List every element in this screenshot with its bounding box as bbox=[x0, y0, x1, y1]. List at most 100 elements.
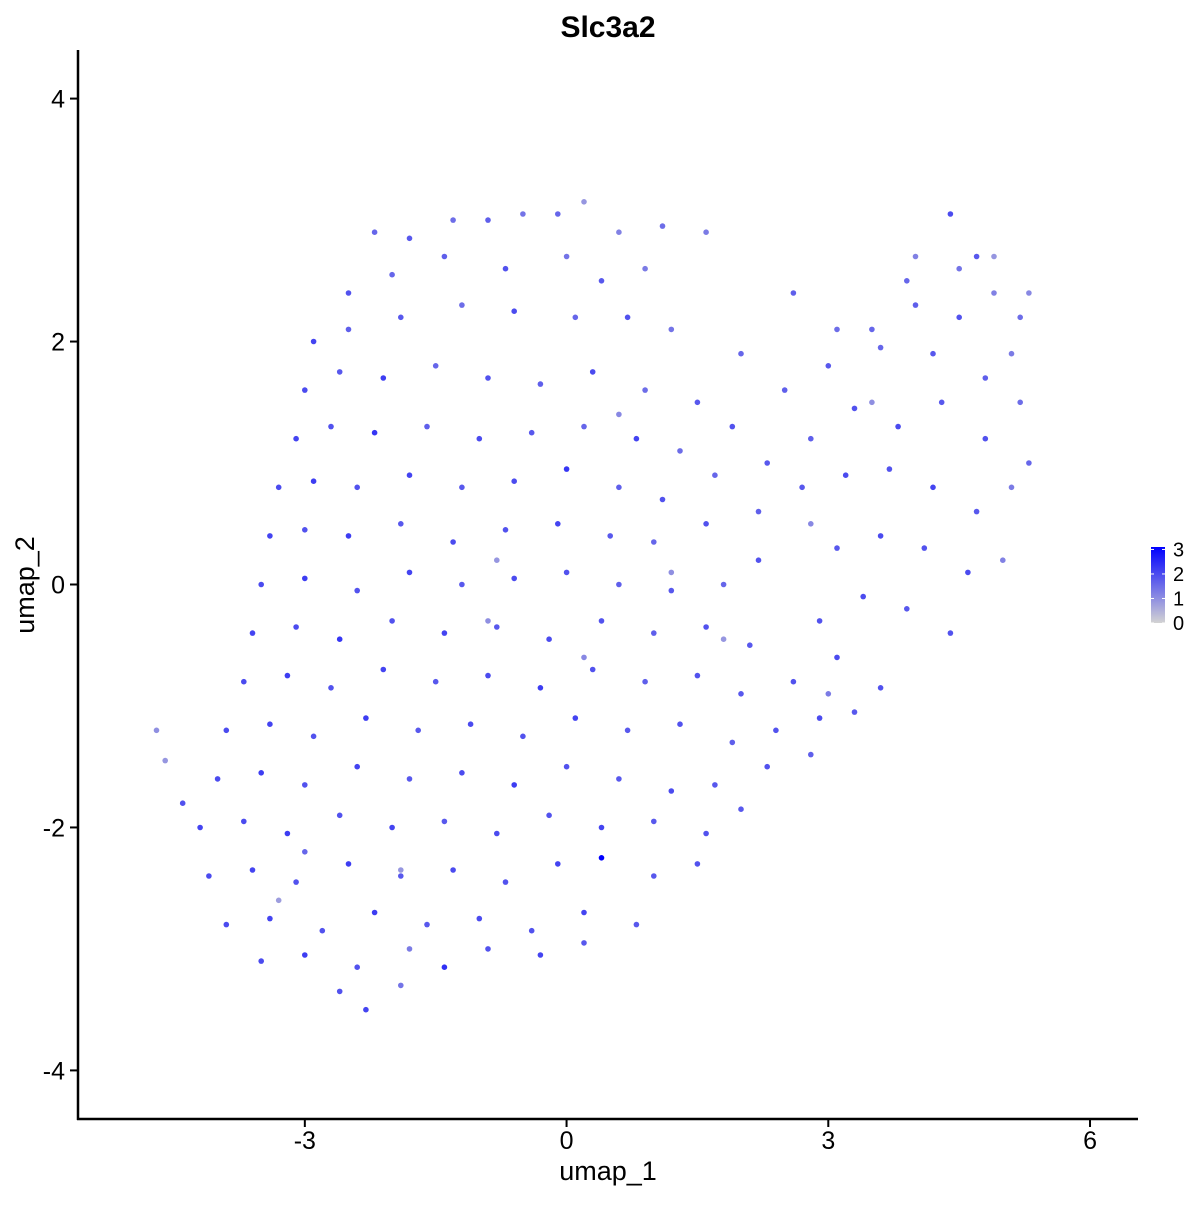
cell-point bbox=[511, 575, 517, 582]
cell-point bbox=[485, 946, 491, 952]
cell-point bbox=[755, 557, 762, 563]
cell-point bbox=[633, 435, 640, 442]
cell-point bbox=[642, 387, 648, 393]
cell-point bbox=[310, 338, 317, 345]
cell-point bbox=[354, 587, 361, 594]
cell-point bbox=[485, 375, 491, 381]
cell-point bbox=[991, 290, 997, 296]
cell-point bbox=[1017, 399, 1023, 406]
cell-point bbox=[345, 290, 352, 296]
cell-point bbox=[581, 654, 587, 661]
cell-point bbox=[904, 606, 910, 612]
cell-point bbox=[668, 569, 675, 576]
cell-point bbox=[842, 472, 849, 479]
cell-point bbox=[616, 581, 622, 588]
cell-point bbox=[851, 405, 858, 412]
cell-point bbox=[1000, 557, 1006, 563]
cell-point bbox=[808, 435, 814, 442]
cell-point bbox=[389, 824, 395, 831]
cell-point bbox=[415, 727, 422, 734]
cell-point bbox=[834, 326, 840, 333]
cell-point bbox=[380, 666, 387, 673]
cell-point bbox=[616, 776, 622, 782]
cell-point bbox=[354, 484, 361, 491]
cell-point bbox=[258, 581, 265, 588]
cell-point bbox=[206, 873, 212, 879]
cell-point bbox=[494, 830, 500, 837]
cell-point bbox=[991, 253, 997, 260]
cell-point bbox=[808, 521, 814, 527]
cell-point bbox=[441, 630, 448, 636]
cell-point bbox=[563, 569, 570, 576]
cell-point bbox=[790, 678, 797, 685]
cell-point bbox=[336, 636, 343, 642]
cell-point bbox=[616, 411, 622, 418]
cell-point bbox=[179, 800, 186, 806]
cell-point bbox=[624, 727, 631, 734]
cell-point bbox=[267, 915, 273, 922]
cell-point bbox=[249, 630, 256, 636]
cell-point bbox=[598, 824, 605, 831]
scatter-points bbox=[153, 199, 1032, 1013]
cell-point bbox=[598, 855, 605, 861]
cell-point bbox=[651, 818, 657, 825]
cell-point bbox=[511, 782, 517, 788]
cell-point bbox=[371, 429, 378, 436]
cell-point bbox=[729, 423, 736, 430]
cell-point bbox=[275, 484, 282, 491]
cell-point bbox=[720, 581, 727, 588]
cell-point bbox=[223, 727, 230, 734]
cell-point bbox=[328, 685, 334, 691]
cell-point bbox=[302, 849, 308, 855]
cell-point bbox=[293, 879, 299, 885]
cell-point bbox=[555, 211, 561, 217]
cell-point bbox=[703, 229, 709, 235]
cell-point bbox=[537, 685, 544, 691]
cell-point bbox=[651, 873, 657, 879]
cell-point bbox=[450, 217, 456, 223]
cell-point bbox=[834, 545, 840, 551]
cell-point bbox=[956, 265, 962, 272]
cell-point bbox=[869, 326, 875, 333]
cell-point bbox=[659, 223, 666, 229]
cell-point bbox=[834, 654, 840, 661]
x-axis-title: umap_1 bbox=[559, 1156, 657, 1186]
cell-point bbox=[712, 782, 718, 788]
y-axis-title: umap_2 bbox=[10, 536, 40, 634]
cell-point bbox=[336, 812, 343, 819]
cell-point bbox=[755, 508, 762, 515]
cell-point bbox=[293, 435, 299, 442]
cell-point bbox=[668, 587, 675, 594]
cell-point bbox=[528, 927, 535, 934]
cell-point bbox=[921, 545, 928, 551]
cell-point bbox=[1017, 314, 1023, 321]
cell-point bbox=[546, 636, 552, 642]
cell-point bbox=[877, 685, 884, 691]
cell-point bbox=[432, 678, 439, 685]
cell-point bbox=[485, 618, 491, 624]
cell-point bbox=[563, 253, 570, 260]
cell-point bbox=[284, 672, 291, 679]
cell-point bbox=[747, 642, 753, 648]
cell-point bbox=[354, 763, 361, 770]
cell-point bbox=[284, 830, 291, 837]
cell-point bbox=[790, 290, 797, 296]
cell-point bbox=[328, 423, 334, 430]
legend-colorbar bbox=[1151, 547, 1165, 623]
cell-point bbox=[694, 399, 701, 406]
cell-point bbox=[589, 666, 596, 673]
cell-point bbox=[424, 921, 430, 928]
cell-point bbox=[485, 672, 491, 679]
cell-point bbox=[476, 435, 483, 442]
cell-point bbox=[738, 691, 744, 697]
cell-point bbox=[389, 618, 395, 624]
chart-title: Slc3a2 bbox=[560, 11, 655, 44]
cell-point bbox=[947, 211, 954, 217]
cell-point bbox=[703, 521, 709, 527]
cell-point bbox=[214, 776, 221, 782]
cell-point bbox=[642, 678, 648, 685]
y-tick-label: 4 bbox=[51, 86, 65, 114]
cell-point bbox=[476, 915, 483, 922]
cell-point bbox=[267, 721, 273, 727]
cell-point bbox=[450, 539, 456, 545]
